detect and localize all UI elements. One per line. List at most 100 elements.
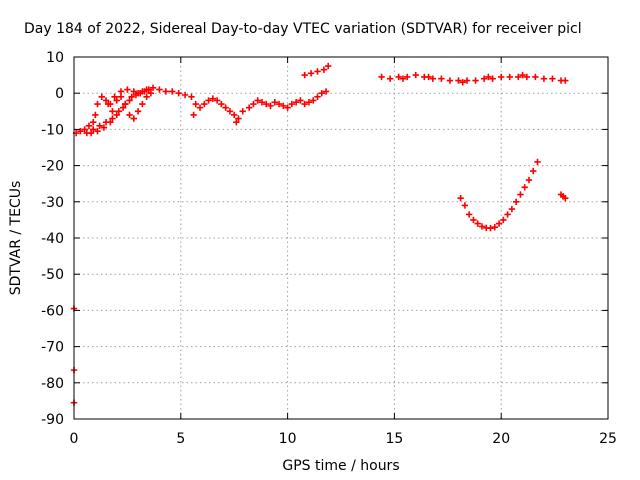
data-point	[532, 73, 539, 81]
data-point	[429, 75, 437, 82]
data-point	[139, 100, 146, 108]
data-point	[188, 93, 195, 101]
data-point	[162, 88, 170, 95]
data-point	[425, 73, 432, 81]
data-point	[412, 71, 419, 79]
data-point	[109, 115, 116, 122]
data-point	[480, 75, 488, 82]
data-point	[98, 93, 105, 101]
y-tick-label: -20	[41, 159, 64, 175]
data-point	[310, 97, 317, 104]
y-tick-label: 0	[55, 86, 64, 102]
data-point	[113, 111, 120, 119]
data-point	[463, 77, 471, 84]
data-point	[465, 211, 473, 218]
data-point	[263, 100, 270, 108]
data-point	[498, 73, 505, 81]
data-point	[124, 86, 131, 93]
data-point	[506, 73, 513, 81]
data-point	[94, 100, 101, 108]
data-point	[489, 75, 496, 82]
data-point	[201, 100, 208, 108]
data-point	[562, 77, 569, 84]
data-point	[143, 86, 150, 93]
data-point	[132, 91, 140, 99]
data-point	[562, 194, 569, 202]
data-point	[226, 108, 234, 115]
data-point	[94, 128, 101, 135]
y-tick-label: -10	[41, 122, 64, 138]
data-point	[521, 184, 528, 191]
data-point	[130, 115, 138, 122]
data-point	[301, 100, 308, 108]
data-point	[478, 223, 486, 230]
data-point	[292, 99, 300, 106]
data-point	[130, 88, 138, 95]
data-point	[280, 102, 287, 110]
data-point	[288, 100, 296, 108]
data-point	[258, 99, 266, 106]
data-point	[77, 128, 84, 135]
y-tick-label: -60	[41, 303, 64, 319]
data-point	[169, 88, 176, 95]
data-point	[307, 70, 315, 77]
data-point	[90, 118, 97, 126]
data-point	[495, 220, 503, 227]
data-point	[104, 100, 112, 108]
data-point	[512, 198, 520, 205]
data-point	[233, 118, 240, 126]
data-point	[301, 71, 308, 79]
data-point	[102, 97, 110, 104]
data-point	[239, 108, 246, 115]
y-tick-label: -50	[41, 267, 64, 283]
data-point	[500, 216, 507, 224]
data-point	[100, 124, 108, 131]
data-point	[519, 71, 526, 79]
data-marks	[70, 62, 569, 406]
series-main-tracks	[72, 62, 332, 137]
x-tick-label: 20	[492, 431, 510, 447]
data-point	[175, 90, 182, 97]
y-tick-label: -90	[41, 412, 64, 428]
y-tick-label: -80	[41, 376, 64, 392]
data-point	[181, 91, 189, 99]
data-point	[314, 68, 321, 75]
data-point	[438, 75, 445, 82]
data-point	[222, 104, 229, 111]
data-point	[209, 95, 217, 102]
data-point	[318, 90, 325, 97]
data-point	[540, 75, 548, 82]
data-point	[117, 88, 125, 95]
series-evening-tracks	[378, 71, 569, 86]
data-point	[254, 97, 261, 104]
y-tick-label: 10	[46, 50, 64, 66]
x-tick-label: 0	[70, 431, 79, 447]
data-point	[250, 100, 257, 108]
axis-ticks	[73, 56, 609, 420]
data-point	[149, 84, 157, 91]
x-tick-labels: 0 5 10 15 20 25	[70, 431, 617, 447]
data-point	[305, 99, 313, 106]
y-tick-label: -30	[41, 195, 64, 211]
data-point	[517, 191, 524, 198]
y-tick-labels: 10 0 -10 -20 -30 -40 -50 -60 -70 -80 -90	[41, 50, 64, 428]
data-point	[508, 205, 516, 213]
data-point	[404, 73, 411, 81]
data-point	[137, 90, 144, 97]
data-point	[523, 73, 531, 81]
data-point	[525, 176, 533, 184]
data-point	[324, 62, 332, 70]
data-point	[126, 97, 133, 104]
x-tick-label: 25	[599, 431, 617, 447]
data-point	[231, 111, 238, 119]
y-tick-label: -40	[41, 231, 64, 247]
data-point	[322, 88, 330, 95]
x-tick-label: 10	[279, 431, 297, 447]
data-point	[267, 102, 274, 110]
data-point	[111, 93, 118, 101]
chart-title: Day 184 of 2022, Sidereal Day-to-day VTE…	[24, 21, 582, 37]
data-point	[470, 216, 477, 224]
data-point	[472, 77, 479, 84]
data-point	[504, 211, 511, 218]
data-point	[314, 93, 321, 101]
